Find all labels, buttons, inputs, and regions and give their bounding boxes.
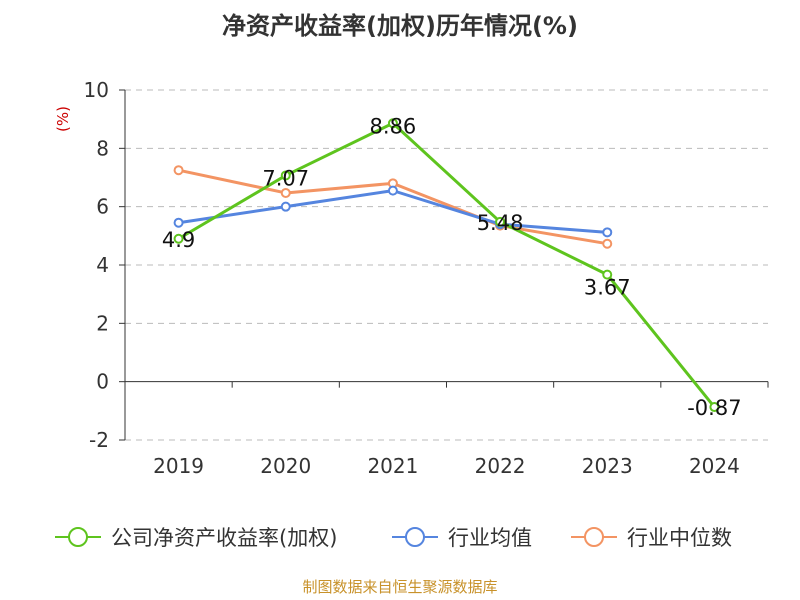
data-point (602, 227, 613, 238)
data-point (602, 269, 613, 280)
legend-swatch-marker (405, 527, 425, 547)
x-tick-label: 2019 (153, 454, 204, 478)
y-tick-label: 0 (96, 370, 109, 394)
data-label: -0.87 (687, 396, 741, 420)
data-point (173, 165, 184, 176)
data-point (173, 217, 184, 228)
y-tick-label: 2 (96, 311, 109, 335)
x-tick-label: 2023 (582, 454, 633, 478)
legend-swatch-marker (584, 527, 604, 547)
data-point (387, 118, 398, 129)
data-point (709, 402, 720, 413)
data-label: 5.48 (477, 211, 524, 235)
data-label: 4.9 (162, 228, 195, 252)
data-point (173, 233, 184, 244)
legend-label: 行业中位数 (627, 526, 732, 550)
legend-label: 公司净资产收益率(加权) (111, 526, 337, 550)
data-label: 3.67 (584, 276, 631, 300)
series-line (177, 121, 716, 408)
data-point (280, 170, 291, 181)
series-line (178, 189, 608, 234)
data-point (280, 201, 291, 212)
data-label: 7.07 (262, 166, 309, 190)
x-tick-label: 2022 (475, 454, 526, 478)
x-tick-label: 2021 (367, 454, 418, 478)
chart-title: 净资产收益率(加权)历年情况(%) (222, 12, 578, 40)
y-tick-label: -2 (89, 428, 109, 452)
data-point (602, 238, 613, 249)
y-tick-label: 6 (96, 195, 109, 219)
data-point (387, 185, 398, 196)
data-point (495, 216, 506, 227)
y-tick-label: 8 (96, 136, 109, 160)
line-chart: -2 0 2 4 6 8 10 2019 2020 2021 2022 2023 2024 4.9 7.07… (55, 78, 769, 550)
legend-swatch-marker (68, 527, 88, 547)
y-tick-label: 10 (84, 78, 109, 102)
y-tick-label: 4 (96, 253, 109, 277)
x-tick-label: 2020 (260, 454, 311, 478)
data-source-note: 制图数据来自恒生聚源数据库 (302, 578, 498, 596)
legend-label: 行业均值 (448, 526, 532, 550)
data-point (280, 187, 291, 198)
x-tick-label: 2024 (689, 454, 740, 478)
data-label: 8.86 (370, 114, 417, 138)
